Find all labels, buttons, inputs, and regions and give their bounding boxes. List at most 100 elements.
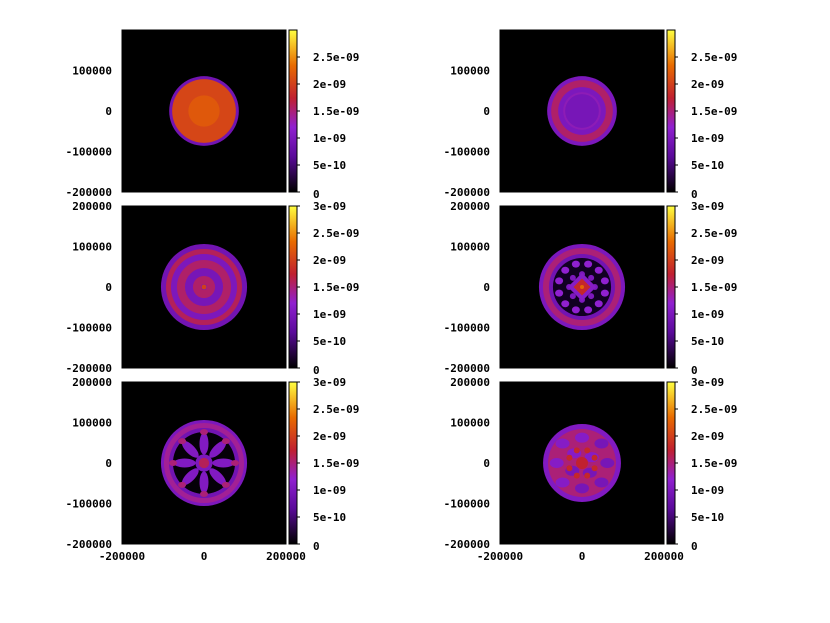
patch [549,458,564,468]
plot-frame [499,205,665,369]
colorbar-tick-label: 0 [691,364,698,377]
colorbar-tick-label: 1.5e-09 [313,457,359,470]
y-tick-label: 100000 [450,65,490,78]
spoke [181,468,199,486]
patch [555,477,570,488]
panel-2: 100000 0 -100000 -200000 2.5e-09 2e-09 1.5e-09… [444,29,737,201]
plot-frame [499,29,665,193]
heatmap-field [538,243,626,331]
y-tick-label: -100000 [444,498,490,511]
hot-spot [573,447,580,454]
colorbar-tick-label: 5e-10 [691,335,724,348]
hub-core [198,457,210,469]
spoke-tip [169,460,178,466]
blob [594,266,603,274]
blob [584,306,593,314]
x-tick-label: 0 [579,550,586,563]
heatmap-field [160,243,248,331]
colorbar-tick-label: 3e-09 [691,200,724,213]
blob [571,306,580,314]
panel-4: 200000 100000 0 -100000 -200000 3e-09 2.5e-09 2… [444,200,738,377]
patch [594,477,609,488]
colorbar-tick-label: 1.5e-09 [691,457,737,470]
x-tick-label: -200000 [99,550,145,563]
spoke [209,468,227,486]
colorbar-tick-label: 5e-10 [313,159,346,172]
colorbar [289,382,297,544]
spoke-tip [178,438,187,445]
blob [584,260,593,268]
colorbar-tick-label: 2e-09 [691,430,724,443]
colorbar-tick-label: 2e-09 [691,78,724,91]
y-tick-label: -100000 [444,322,490,335]
spoke [199,471,209,494]
colorbar-tick-label: 2.5e-09 [691,227,737,240]
blob [561,266,570,274]
colorbar-tick-label: 2e-09 [313,430,346,443]
colorbar-tick-label: 2.5e-09 [313,227,359,240]
spoke [173,458,196,468]
hot-spot [591,454,598,461]
colorbar-tick-label: 5e-10 [313,335,346,348]
colorbar-tick-label: 1e-09 [691,132,724,145]
colorbar-tick-label: 1e-09 [691,484,724,497]
colorbar-tick-label: 0 [313,188,320,201]
panel-6: 200000 100000 0 -100000 -200000-200000 0 20000… [444,376,738,563]
center-dot [201,284,207,290]
y-tick-label: 200000 [72,376,112,389]
panel-5: 200000 100000 0 -100000 -200000-200000 0 20000… [66,376,360,563]
y-tick-label: -200000 [444,362,490,375]
y-tick-label: 100000 [72,417,112,430]
y-tick-label: -200000 [66,538,112,551]
disk-core [188,95,220,127]
y-tick-label: 100000 [72,241,112,254]
colorbar-tick-label: 1.5e-09 [691,105,737,118]
blob [571,260,580,268]
colorbar-tick-label: 2e-09 [313,78,346,91]
patch [575,432,589,443]
heatmap-field [543,424,621,502]
colorbar-tick-label: 2.5e-09 [313,51,359,64]
blob [561,300,570,308]
hot-spot [584,472,591,479]
y-tick-label: -100000 [444,146,490,159]
y-tick-label: 100000 [450,417,490,430]
x-tick-label: -200000 [477,550,523,563]
y-tick-label: 100000 [450,241,490,254]
heatmap-field [169,76,239,146]
hot-spot [573,472,580,479]
heatmap-field [547,76,617,146]
colorbar-tick-label: 5e-10 [691,159,724,172]
colorbar-tick-label: 1e-09 [691,308,724,321]
colorbar-tick-label: 3e-09 [691,376,724,389]
blob [600,289,609,297]
y-tick-label: 200000 [450,376,490,389]
y-tick-label: -200000 [66,362,112,375]
colorbar-tick-label: 5e-10 [691,511,724,524]
colorbar-tick-label: 0 [691,540,698,553]
colorbar-tick-label: 2.5e-09 [691,403,737,416]
y-tick-label: -200000 [444,538,490,551]
blob [594,300,603,308]
spoke [212,458,235,468]
colorbar [667,206,675,368]
y-tick-label: 0 [105,281,112,294]
y-tick-label: 200000 [450,200,490,213]
spoke-tip [200,490,208,497]
hot-spot [566,465,573,472]
y-tick-label: 0 [483,105,490,118]
colorbar-tick-label: 5e-10 [313,511,346,524]
colorbar-tick-label: 2.5e-09 [313,403,359,416]
patch [555,438,570,449]
colorbar-tick-label: 2.5e-09 [691,51,737,64]
colorbar-tick-label: 1e-09 [313,484,346,497]
hot-spot [566,454,573,461]
colorbar [667,382,675,544]
y-tick-label: -200000 [66,186,112,199]
colorbar-tick-label: 1.5e-09 [313,281,359,294]
blob [555,277,564,285]
spoke-tip [221,438,230,445]
hot-spot [591,465,598,472]
colorbar-tick-label: 0 [313,364,320,377]
